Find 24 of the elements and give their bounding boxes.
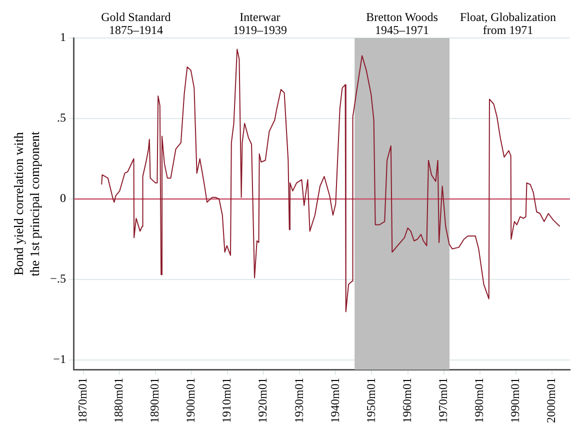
x-tick-label: 1950m01 — [364, 378, 378, 424]
x-tick-label: 1940m01 — [328, 378, 342, 424]
x-tick-label: 1970m01 — [436, 378, 450, 424]
y-tick-label: −1 — [53, 352, 66, 366]
x-tick-label: 1890m01 — [148, 378, 162, 424]
text: Interwar 1919–1939 — [232, 10, 287, 37]
x-tick-label: 1930m01 — [292, 378, 306, 424]
x-tick-label: 1870m01 — [75, 378, 90, 424]
text: Float, Globalization from 1971 — [460, 10, 556, 37]
x-tick-label: 1900m01 — [184, 378, 198, 424]
y-tick-label: 1 — [60, 30, 66, 44]
x-tick-label: 1990m01 — [508, 378, 522, 424]
band-label: Bretton Woods 1945–1971 — [366, 10, 438, 37]
text: Gold Standard 1875–1914 — [101, 10, 171, 37]
y-axis-title: Bond yield correlation with the 1st principal component — [11, 131, 42, 276]
x-tick-label: 1980m01 — [472, 378, 486, 424]
x-tick-label: 1920m01 — [256, 378, 270, 424]
y-tick-label: 0 — [60, 191, 66, 206]
x-tick-label: 2000m01 — [544, 378, 558, 424]
x-tick-label: 1880m01 — [111, 378, 126, 424]
y-tick-label: .5 — [56, 110, 66, 125]
y-tick-label: −.5 — [50, 272, 66, 286]
x-tick-label: 1960m01 — [400, 378, 414, 424]
x-tick-label: 1910m01 — [220, 378, 234, 424]
